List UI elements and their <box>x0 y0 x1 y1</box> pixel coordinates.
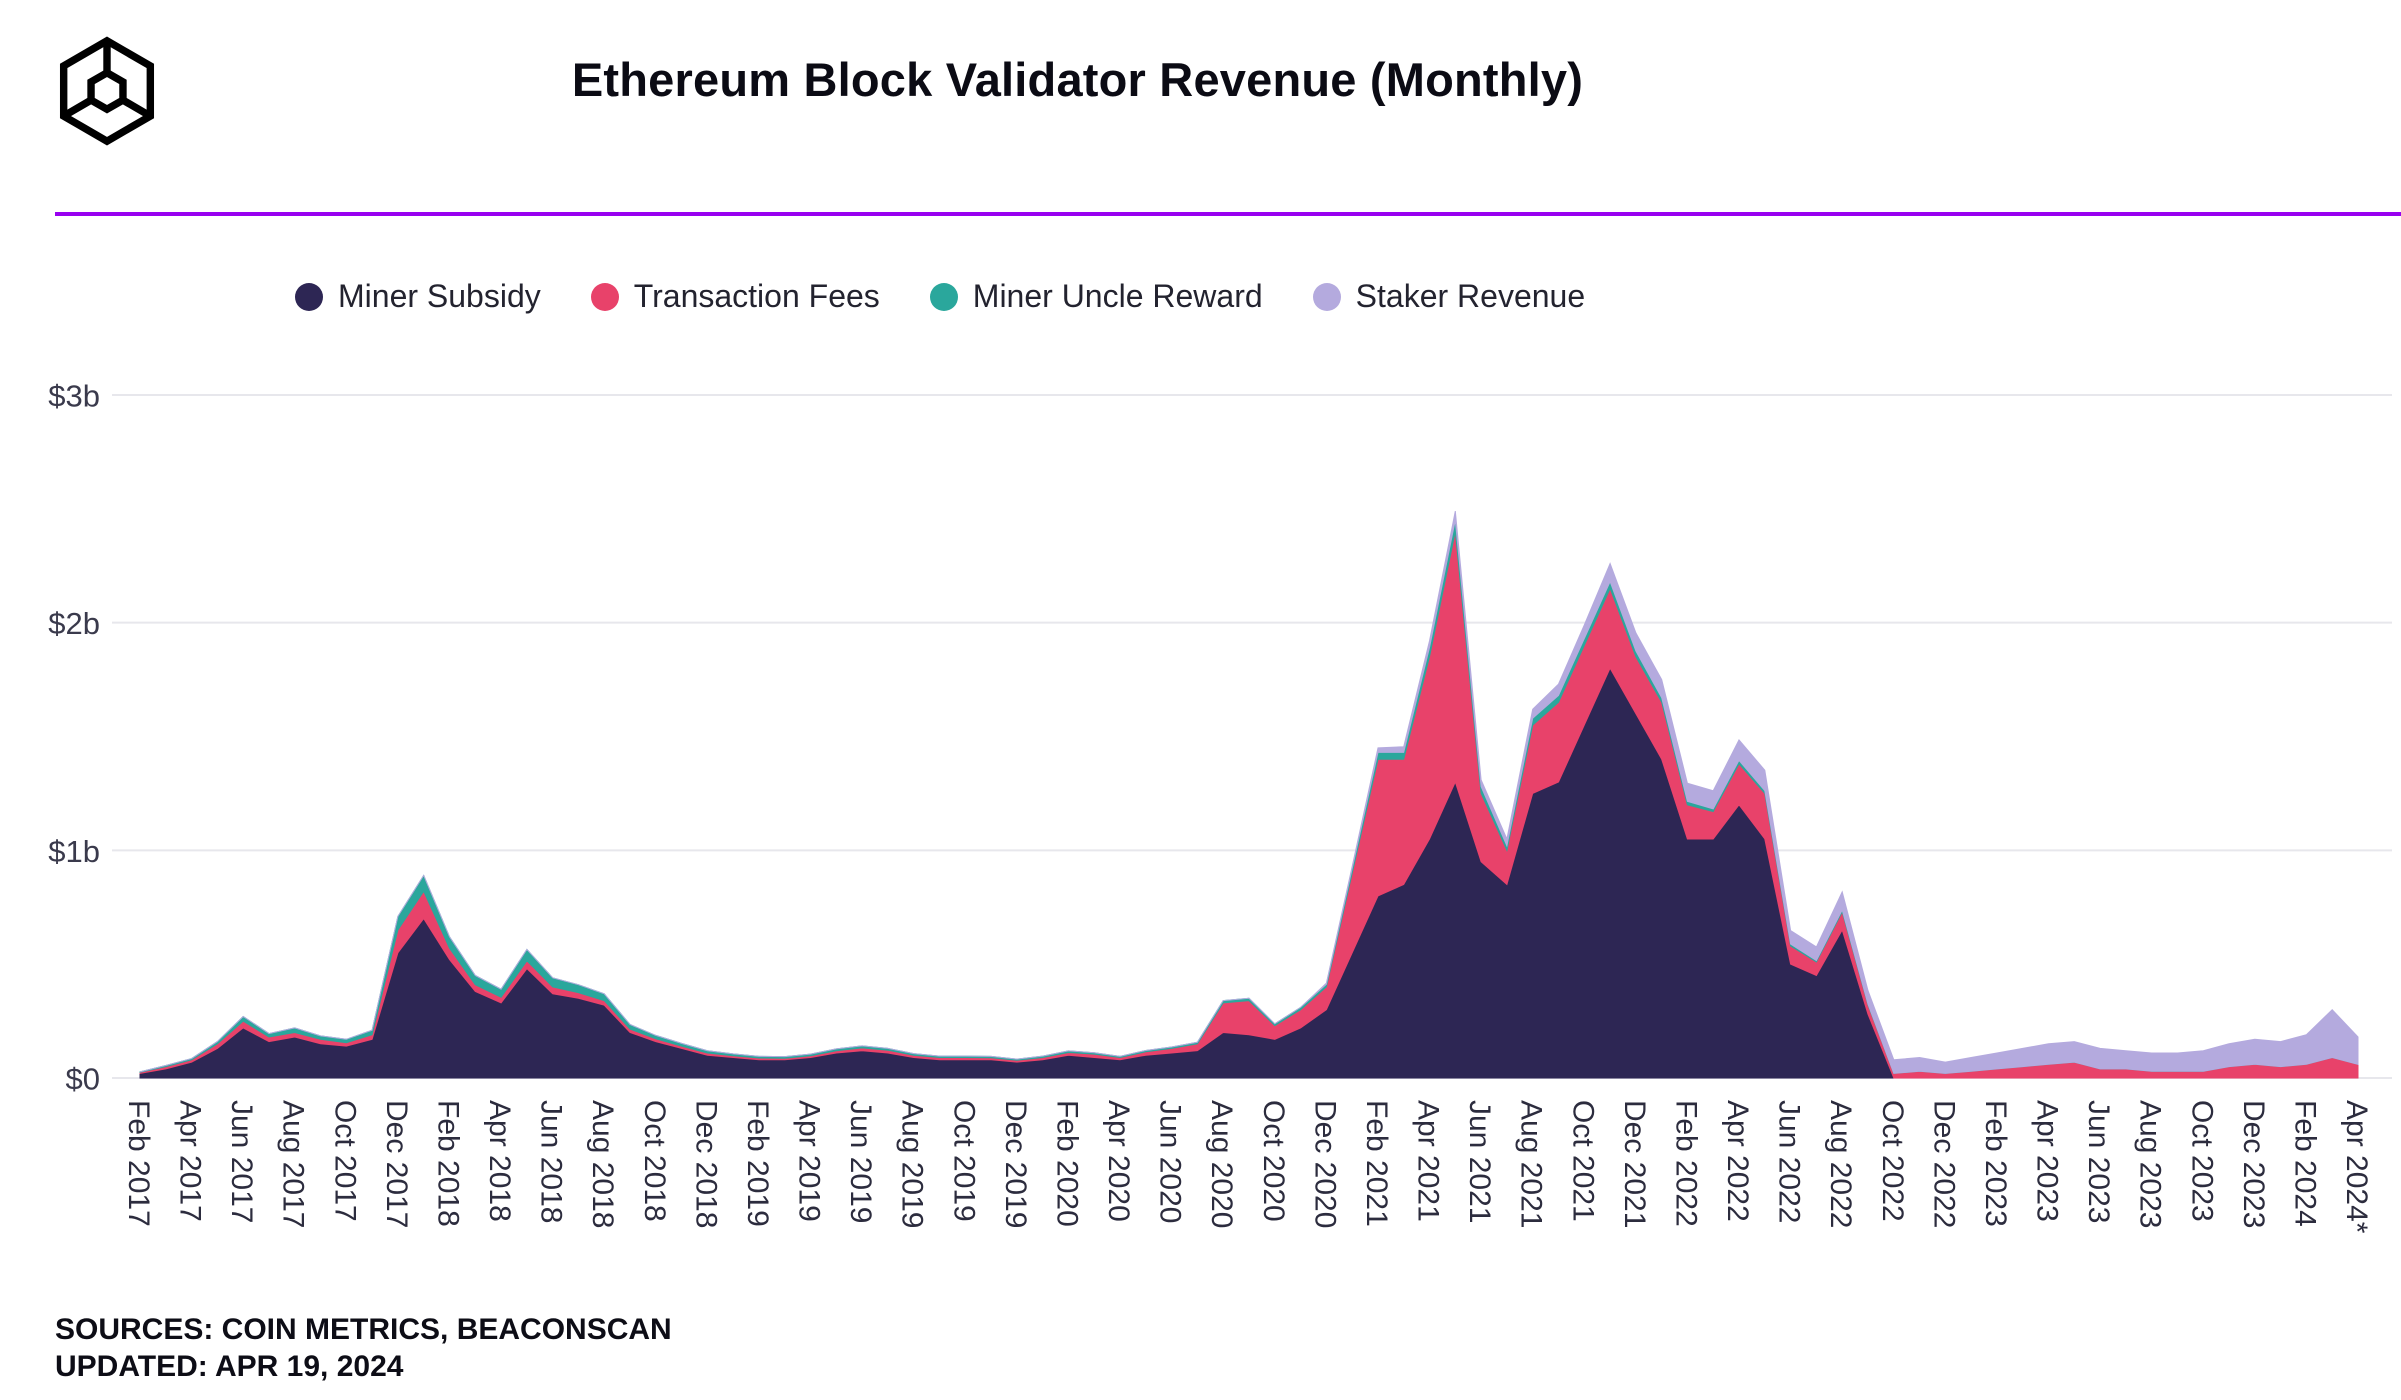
footer: SOURCES: COIN METRICS, BEACONSCAN UPDATE… <box>55 1312 672 1385</box>
x-axis-label: Jun 2023 <box>2082 1100 2115 1223</box>
legend-swatch-icon <box>929 282 958 311</box>
x-axis-label: Dec 2018 <box>689 1100 722 1228</box>
x-axis-label: Oct 2018 <box>638 1100 671 1222</box>
x-axis-label: Aug 2020 <box>1205 1100 1238 1228</box>
legend-swatch-icon <box>1312 282 1341 311</box>
x-axis-label: Dec 2021 <box>1618 1100 1651 1228</box>
x-axis-label: Oct 2022 <box>1876 1100 1909 1222</box>
x-axis-label: Apr 2021 <box>1412 1100 1445 1222</box>
x-axis-label: Apr 2022 <box>1721 1100 1754 1222</box>
legend-label: Miner Subsidy <box>338 278 541 314</box>
x-axis-label: Aug 2022 <box>1824 1100 1857 1228</box>
x-axis-label: Apr 2023 <box>2031 1100 2064 1222</box>
header-rule <box>55 212 2401 216</box>
legend-item-staker-revenue: Staker Revenue <box>1312 278 1586 315</box>
x-axis-label: Dec 2022 <box>1927 1100 1960 1228</box>
x-axis-label: Feb 2021 <box>1360 1100 1393 1227</box>
x-axis-label: Feb 2018 <box>432 1100 465 1227</box>
legend-item-miner-uncle-reward: Miner Uncle Reward <box>929 278 1263 315</box>
y-axis-label: $2b <box>48 606 100 641</box>
x-axis-label: Feb 2017 <box>122 1100 155 1227</box>
x-axis-label: Aug 2021 <box>1515 1100 1548 1228</box>
x-axis-label: Apr 2017 <box>174 1100 207 1222</box>
x-axis-label: Jun 2019 <box>844 1100 877 1223</box>
x-axis-label: Oct 2021 <box>1566 1100 1599 1222</box>
legend-label: Miner Uncle Reward <box>972 278 1263 314</box>
legend-swatch-icon <box>590 282 619 311</box>
x-axis-label: Oct 2020 <box>1257 1100 1290 1222</box>
x-axis-label: Apr 2024* <box>2340 1100 2373 1234</box>
sources-line: SOURCES: COIN METRICS, BEACONSCAN <box>55 1313 672 1346</box>
x-axis-label: Dec 2019 <box>999 1100 1032 1228</box>
legend: Miner Subsidy Transaction Fees Miner Uncle… <box>295 278 1585 315</box>
x-axis-label: Feb 2020 <box>1051 1100 1084 1227</box>
legend-item-miner-subsidy: Miner Subsidy <box>295 278 541 315</box>
x-axis-label: Jun 2022 <box>1773 1100 1806 1223</box>
area-staker-revenue <box>139 511 2359 1074</box>
x-axis-label: Jun 2017 <box>225 1100 258 1223</box>
x-axis-label: Oct 2017 <box>328 1100 361 1222</box>
x-axis-label: Dec 2017 <box>380 1100 413 1228</box>
x-axis-label: Aug 2017 <box>277 1100 310 1228</box>
x-axis-label: Apr 2019 <box>793 1100 826 1222</box>
y-axis-label: $1b <box>48 834 100 869</box>
x-axis-label: Jun 2018 <box>535 1100 568 1223</box>
x-axis-label: Jun 2020 <box>1154 1100 1187 1223</box>
legend-label: Staker Revenue <box>1355 278 1586 314</box>
x-axis-label: Aug 2018 <box>586 1100 619 1228</box>
x-axis-label: Apr 2018 <box>483 1100 516 1222</box>
x-axis-label: Feb 2024 <box>2288 1100 2321 1227</box>
y-axis-label: $3b <box>48 379 100 414</box>
x-axis-label: Apr 2020 <box>1102 1100 1135 1222</box>
coinmetrics-logo <box>50 34 164 148</box>
x-axis-label: Feb 2019 <box>741 1100 774 1227</box>
x-axis-label: Oct 2019 <box>947 1100 980 1222</box>
x-axis-label: Feb 2022 <box>1669 1100 1702 1227</box>
x-axis-label: Dec 2023 <box>2237 1100 2270 1228</box>
page-title: Ethereum Block Validator Revenue (Monthl… <box>571 53 1584 106</box>
cube-logo-icon <box>59 36 155 146</box>
x-axis-label: Aug 2019 <box>896 1100 929 1228</box>
legend-item-transaction-fees: Transaction Fees <box>590 278 880 315</box>
y-axis-label: $0 <box>66 1062 100 1097</box>
x-axis-label: Jun 2021 <box>1463 1100 1496 1223</box>
legend-swatch-icon <box>295 282 323 311</box>
updated-line: UPDATED: APR 19, 2024 <box>55 1349 404 1383</box>
x-axis-label: Oct 2023 <box>2185 1100 2218 1222</box>
x-axis-label: Feb 2023 <box>1979 1100 2012 1227</box>
legend-label: Transaction Fees <box>633 278 880 314</box>
x-axis-label: Dec 2020 <box>1308 1100 1341 1228</box>
x-axis-label: Aug 2023 <box>2134 1100 2167 1228</box>
